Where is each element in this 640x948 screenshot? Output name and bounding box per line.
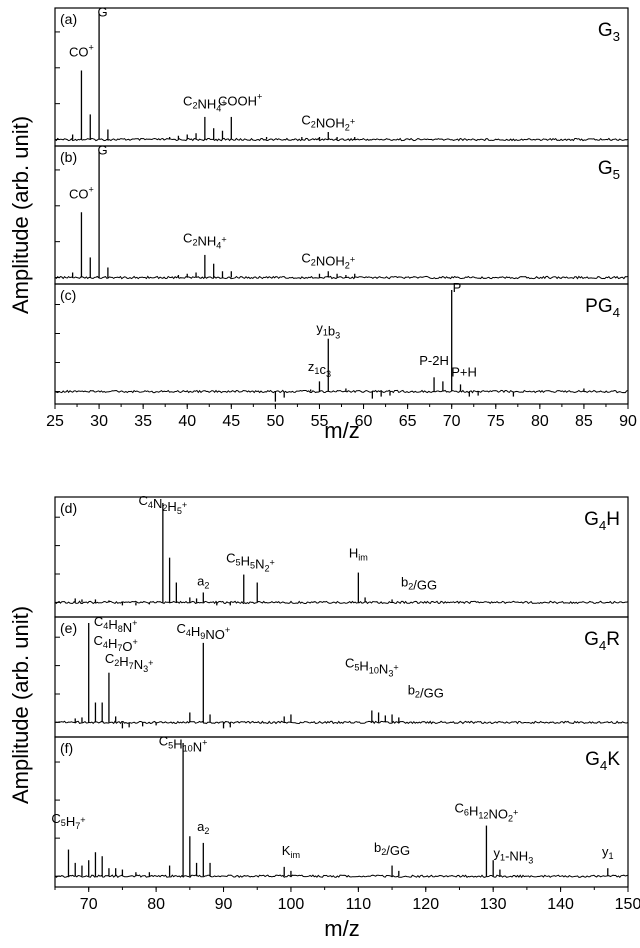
peak-annotation-0: C5H7+ <box>51 811 85 831</box>
sample-label: PG4 <box>585 296 620 320</box>
peak-annotation-6: y1-NH3 <box>494 846 534 866</box>
y-axis-label-top: Amplitude (arb. unit) <box>8 116 33 314</box>
x-tick-label: 60 <box>355 413 373 430</box>
peak-annotation-0: CO+ <box>69 43 94 60</box>
peak-annotation-1: C5H10N+ <box>159 734 208 755</box>
peak-annotation-2: C2NH4+ <box>183 94 227 114</box>
panel-label: (a) <box>60 11 77 27</box>
y-axis-label-bottom: Amplitude (arb. unit) <box>8 606 33 804</box>
x-tick-label: 80 <box>147 896 165 913</box>
baseline-trace <box>54 600 629 605</box>
panel-label: (e) <box>60 620 77 636</box>
x-tick-label: 80 <box>531 413 549 430</box>
baseline-trace <box>54 137 629 142</box>
panel-frame <box>54 283 629 405</box>
x-tick-label: 45 <box>222 413 240 430</box>
peak-annotation-5: b2/GG <box>408 683 444 701</box>
peak-annotation-0: CO+ <box>69 184 94 201</box>
sample-label: G5 <box>598 158 620 182</box>
x-tick-label: 130 <box>480 896 507 913</box>
x-tick-label: 30 <box>90 413 108 430</box>
baseline-trace <box>54 874 629 879</box>
x-tick-label: 40 <box>178 413 196 430</box>
peak-annotation-4: b2/GG <box>374 840 410 858</box>
peak-annotation-1: C4H7O+ <box>93 633 137 654</box>
peak-annotation-4: b2/GG <box>401 574 437 592</box>
peak-annotation-3: C2NOH2+ <box>301 250 355 270</box>
x-tick-label: 50 <box>266 413 284 430</box>
x-tick-label: 100 <box>278 896 305 913</box>
peak-annotation-1: a2 <box>197 574 209 591</box>
spectrum-panel-5: (f) G4K C5H7+ C5H10N+ a2 Kim b2/GG C6H12NO2+ y1-… <box>51 734 629 888</box>
peak-annotation-3: Kim <box>282 843 300 860</box>
peak-annotation-2: C2H7N3+ <box>105 651 154 674</box>
panel-frame <box>54 496 629 618</box>
peak-annotation-3: Him <box>349 546 368 563</box>
panel-label: (f) <box>60 740 73 756</box>
x-tick-label: 35 <box>134 413 152 430</box>
peak-annotation-3: P <box>453 280 462 295</box>
sample-label: G4K <box>585 749 620 773</box>
peak-annotation-2: P-2H <box>419 353 449 368</box>
peak-annotation-1: z1c3 <box>308 359 331 379</box>
sample-label: G4H <box>584 509 620 533</box>
peak-annotation-4: C2NOH2+ <box>301 112 355 132</box>
x-tick-label: 110 <box>346 896 372 913</box>
peak-annotation-0: C4H8N+ <box>94 614 138 635</box>
spectrum-panel-1: (b) G5 CO+ G C2NH4+ C2NOH2+ <box>54 143 629 285</box>
peak-annotation-3: C4H9NO+ <box>176 621 230 642</box>
panel-label: (b) <box>60 149 77 165</box>
x-tick-label: 70 <box>80 896 98 913</box>
x-tick-label: 25 <box>46 413 64 430</box>
peak-annotation-0: y1b3 <box>316 321 340 341</box>
peak-annotation-3: COOH+ <box>218 92 262 109</box>
peak-annotation-4: C5H10N3+ <box>345 656 399 679</box>
x-tick-label: 85 <box>575 413 593 430</box>
panel-frame <box>54 736 629 888</box>
baseline-trace <box>54 275 629 280</box>
spectrum-panel-4: (e) G4R C4H8N+C4H7O+C2H7N3+ C4H9NO+ C5H10N3+… <box>54 614 629 738</box>
spectrum-panel-2: (c) PG4 y1b3 z1c3 P-2H P P+H <box>54 280 629 405</box>
panel-label: (d) <box>60 500 77 516</box>
peak-annotation-5: C6H12NO2+ <box>455 800 519 823</box>
x-tick-label: 65 <box>399 413 417 430</box>
peak-annotation-2: C2NH4+ <box>183 230 227 250</box>
x-axis-label-bottom: m/z <box>324 916 359 941</box>
peak-annotation-2: C5H5N2+ <box>226 551 275 574</box>
panel-label: (c) <box>60 287 76 303</box>
sample-label: G4R <box>584 629 620 653</box>
baseline-trace <box>54 389 629 394</box>
peak-annotation-2: a2 <box>197 819 209 836</box>
x-tick-label: 140 <box>547 896 574 913</box>
peak-annotation-1: G <box>98 143 108 158</box>
x-tick-label: 150 <box>615 896 640 913</box>
peak-annotation-0: C4N2H5+ <box>139 493 188 516</box>
x-tick-label: 55 <box>311 413 329 430</box>
x-tick-label: 70 <box>443 413 461 430</box>
peak-annotation-7: y1 <box>602 844 614 861</box>
spectrum-panel-0: (a) G3 CO+ G C2NH4+COOH+ C2NOH2+ <box>54 5 629 147</box>
x-tick-label: 75 <box>487 413 505 430</box>
x-tick-label: 120 <box>412 896 439 913</box>
baseline-trace <box>54 720 629 725</box>
peak-annotation-4: P+H <box>451 364 477 379</box>
panel-frame <box>54 616 629 738</box>
x-tick-label: 90 <box>619 413 637 430</box>
peak-annotation-1: G <box>98 5 108 20</box>
x-axis-label-top: m/z <box>324 418 359 443</box>
spectrum-panel-3: (d) G4H C4N2H5+ a2 C5H5N2+ Him b2/GG <box>54 493 629 618</box>
x-tick-label: 90 <box>215 896 233 913</box>
sample-label: G3 <box>598 20 620 44</box>
